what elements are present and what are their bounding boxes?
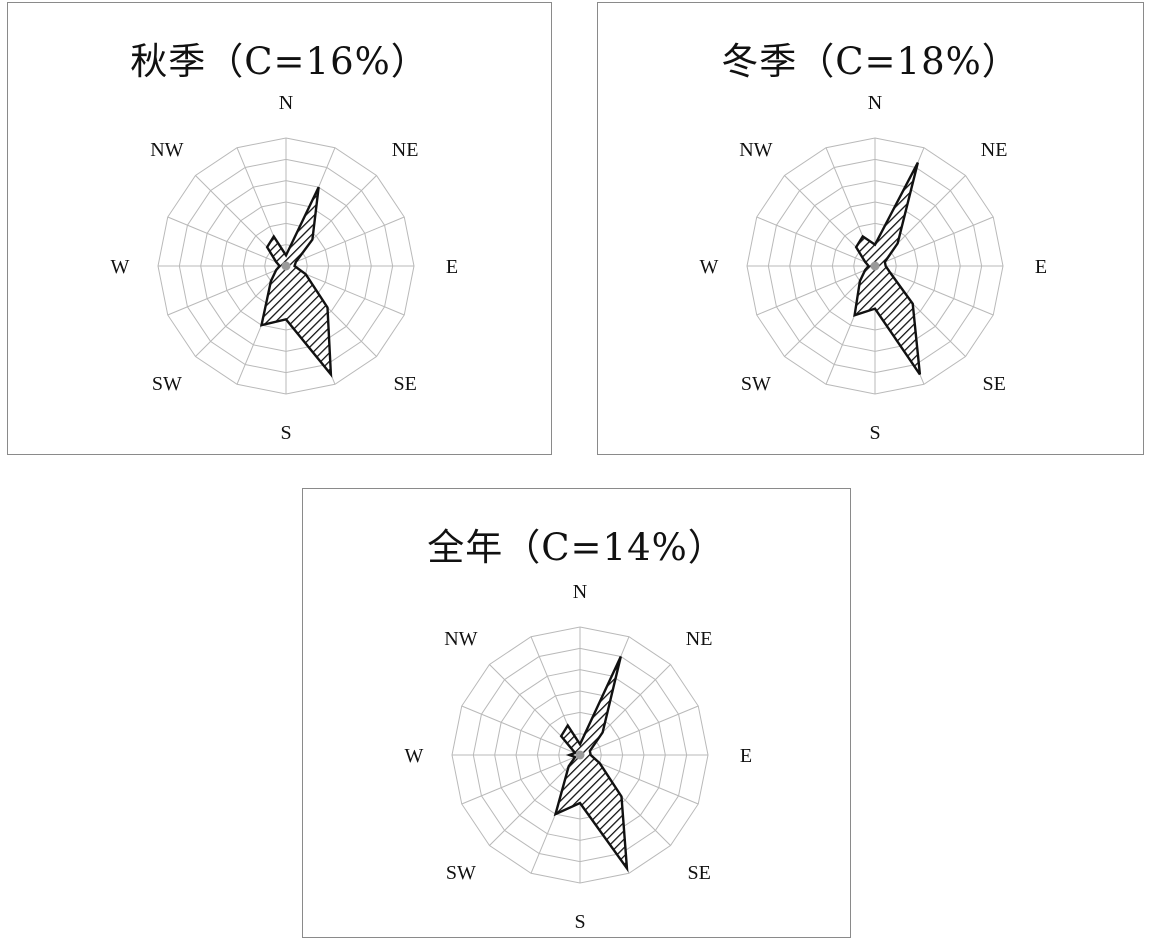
direction-label-nw: NW [150, 139, 183, 161]
wind-frequency-series [853, 161, 922, 376]
wind-frequency-series [553, 655, 629, 873]
direction-label-nw: NW [444, 628, 477, 650]
direction-label-s: S [574, 911, 585, 933]
direction-label-e: E [446, 256, 458, 278]
grid-spoke [167, 216, 287, 267]
wind-rose-panel-autumn: 秋季（C=16%） N NE E SE S SW W NW [7, 2, 552, 455]
grid-spoke [579, 705, 699, 756]
grid-spoke [285, 216, 405, 267]
calm-center-marker [575, 750, 585, 760]
direction-label-sw: SW [152, 373, 182, 395]
wind-rose-chart: N NE E SE S SW W NW [405, 581, 753, 933]
direction-label-e: E [740, 745, 752, 767]
direction-label-sw: SW [741, 373, 771, 395]
direction-label-se: SE [982, 373, 1005, 395]
wind-rose-chart: N NE E SE S SW W NW [700, 92, 1048, 444]
grid-spoke [756, 265, 876, 316]
direction-label-ne: NE [686, 628, 713, 650]
direction-label-n: N [573, 581, 587, 603]
direction-label-w: W [405, 745, 424, 767]
wind-rose-panel-annual: 全年（C=14%） N NE E SE S SW W NW [302, 488, 851, 938]
chart-title: 秋季（C=16%） [130, 40, 429, 83]
direction-label-nw: NW [739, 139, 772, 161]
direction-label-s: S [869, 422, 880, 444]
direction-label-w: W [111, 256, 130, 278]
calm-center-marker [870, 261, 880, 271]
direction-label-ne: NE [392, 139, 419, 161]
direction-label-ne: NE [981, 139, 1008, 161]
direction-label-n: N [868, 92, 882, 114]
chart-title: 全年（C=14%） [427, 526, 726, 569]
direction-label-sw: SW [446, 862, 476, 884]
grid-spoke [874, 265, 994, 316]
grid-spoke [461, 754, 581, 805]
chart-title: 冬季（C=18%） [721, 40, 1020, 83]
grid-spoke [874, 216, 994, 267]
direction-label-s: S [280, 422, 291, 444]
grid-spoke [461, 705, 581, 756]
direction-label-w: W [700, 256, 719, 278]
wind-rose-chart: N NE E SE S SW W NW [111, 92, 459, 444]
direction-label-n: N [279, 92, 293, 114]
direction-label-se: SE [687, 862, 710, 884]
direction-label-e: E [1035, 256, 1047, 278]
grid-spoke [489, 754, 581, 846]
calm-center-marker [281, 261, 291, 271]
wind-rose-panel-winter: 冬季（C=18%） N NE E SE S SW W NW [597, 2, 1144, 455]
grid-spoke [756, 216, 876, 267]
direction-label-se: SE [393, 373, 416, 395]
grid-spoke [167, 265, 287, 316]
